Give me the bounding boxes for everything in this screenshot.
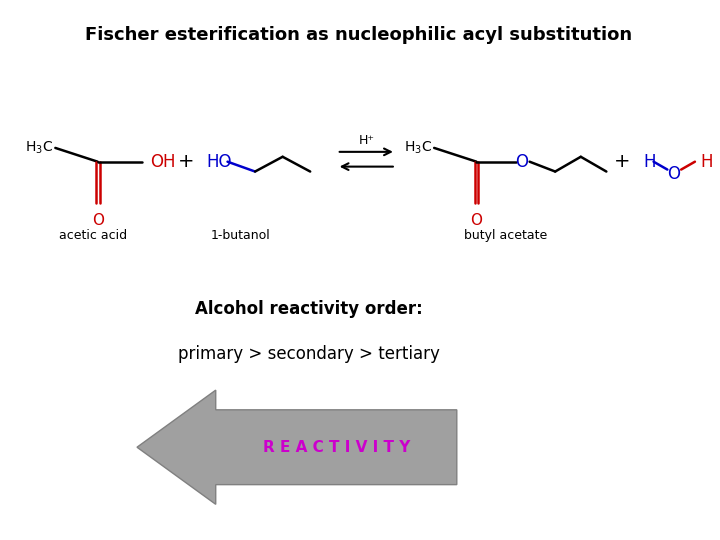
Text: H$_3$C: H$_3$C <box>404 140 432 156</box>
Text: butyl acetate: butyl acetate <box>464 229 548 242</box>
Text: H⁺: H⁺ <box>359 133 374 146</box>
Text: 1-butanol: 1-butanol <box>210 229 270 242</box>
Text: +: + <box>614 152 630 171</box>
Text: +: + <box>178 152 194 171</box>
Text: acetic acid: acetic acid <box>58 229 127 242</box>
Text: O: O <box>470 213 482 228</box>
Text: O: O <box>667 165 680 183</box>
Text: Alcohol reactivity order:: Alcohol reactivity order: <box>195 300 423 319</box>
Polygon shape <box>137 390 456 504</box>
Text: H: H <box>644 153 656 171</box>
Text: O: O <box>516 153 528 171</box>
Text: H$_3$C: H$_3$C <box>25 140 53 156</box>
Text: HO: HO <box>206 153 231 171</box>
Text: H: H <box>701 153 714 171</box>
Text: O: O <box>91 213 104 228</box>
Text: OH: OH <box>150 153 175 171</box>
Text: primary > secondary > tertiary: primary > secondary > tertiary <box>179 345 440 363</box>
Text: Fischer esterification as nucleophilic acyl substitution: Fischer esterification as nucleophilic a… <box>85 26 632 44</box>
Text: R E A C T I V I T Y: R E A C T I V I T Y <box>263 440 410 455</box>
